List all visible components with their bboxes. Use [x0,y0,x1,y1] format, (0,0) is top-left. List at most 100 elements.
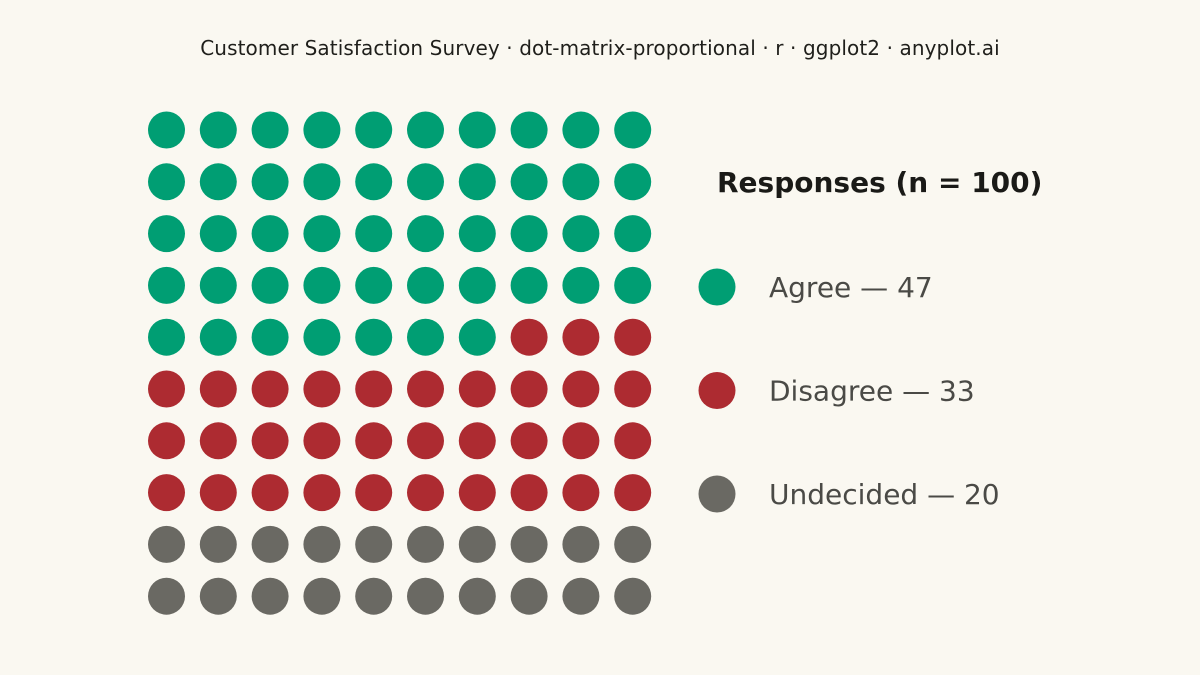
dot-disagree [303,370,341,408]
dot-agree [407,163,444,201]
dot-disagree [562,370,600,408]
dot-disagree [199,474,237,512]
dot-agree [614,111,652,149]
dot-agree [251,163,289,201]
dot-undecided [148,525,185,563]
legend-label-disagree: Disagree — 33 [769,375,975,408]
dot-undecided [251,577,289,615]
dot-agree [355,111,393,149]
dot-disagree [614,474,652,512]
legend-key-undecided [698,475,736,513]
dot-disagree [407,370,444,408]
dot-disagree [562,422,600,460]
dot-undecided [355,577,393,615]
dot-undecided [148,577,185,615]
dot-disagree [199,370,237,408]
dot-agree [148,318,185,356]
dot-agree [562,163,600,201]
dot-agree [355,215,393,253]
dot-disagree [251,422,289,460]
dot-undecided [510,577,548,615]
dot-disagree [510,318,548,356]
dot-agree [510,163,548,201]
dot-disagree [458,370,496,408]
dot-undecided [562,577,600,615]
legend-label-undecided: Undecided — 20 [769,478,1000,511]
dot-disagree [458,474,496,512]
dot-agree [614,163,652,201]
dot-agree [251,111,289,149]
dot-undecided [303,577,341,615]
dot-undecided [510,525,548,563]
dot-agree [355,318,393,356]
dot-agree [614,266,652,304]
dot-disagree [303,474,341,512]
dot-undecided [458,525,496,563]
dot-undecided [407,525,444,563]
dot-agree [199,111,237,149]
dot-disagree [355,370,393,408]
dot-agree [303,111,341,149]
dot-agree [562,111,600,149]
dot-disagree [562,318,600,356]
dot-disagree [199,422,237,460]
dot-agree [148,111,185,149]
dot-disagree [407,422,444,460]
dot-agree [303,163,341,201]
dot-agree [458,266,496,304]
dot-agree [407,111,444,149]
dot-undecided [199,525,237,563]
dot-disagree [148,422,185,460]
dot-agree [148,215,185,253]
dot-agree [251,266,289,304]
dot-disagree [355,474,393,512]
dot-agree [458,215,496,253]
dot-undecided [407,577,444,615]
dot-agree [562,266,600,304]
dot-disagree [614,422,652,460]
dot-agree [458,318,496,356]
dot-disagree [510,474,548,512]
dot-agree [407,318,444,356]
dot-disagree [355,422,393,460]
dot-agree [510,111,548,149]
dot-agree [199,163,237,201]
dot-undecided [303,525,341,563]
dot-agree [251,215,289,253]
dot-disagree [251,474,289,512]
dot-disagree [148,474,185,512]
dot-agree [614,215,652,253]
dot-disagree [614,370,652,408]
dot-agree [407,215,444,253]
dot-agree [199,318,237,356]
dot-agree [510,266,548,304]
dot-disagree [303,422,341,460]
dot-agree [303,215,341,253]
dot-disagree [562,474,600,512]
dot-agree [303,318,341,356]
legend-key-disagree [698,372,736,409]
dot-disagree [251,370,289,408]
dot-undecided [458,577,496,615]
dot-agree [148,163,185,201]
dot-disagree [510,370,548,408]
dot-undecided [355,525,393,563]
dot-agree [148,266,185,304]
dot-agree [458,111,496,149]
dot-undecided [199,577,237,615]
dot-disagree [407,474,444,512]
dot-grid [148,111,652,615]
dot-agree [355,266,393,304]
dot-disagree [510,422,548,460]
dot-agree [303,266,341,304]
legend-key-agree [698,268,736,306]
dot-agree [562,215,600,253]
dot-agree [199,266,237,304]
dot-undecided [614,577,652,615]
dot-agree [510,215,548,253]
legend-title: Responses (n = 100) [717,166,1042,199]
dot-agree [407,266,444,304]
dot-agree [458,163,496,201]
dot-disagree [614,318,652,356]
